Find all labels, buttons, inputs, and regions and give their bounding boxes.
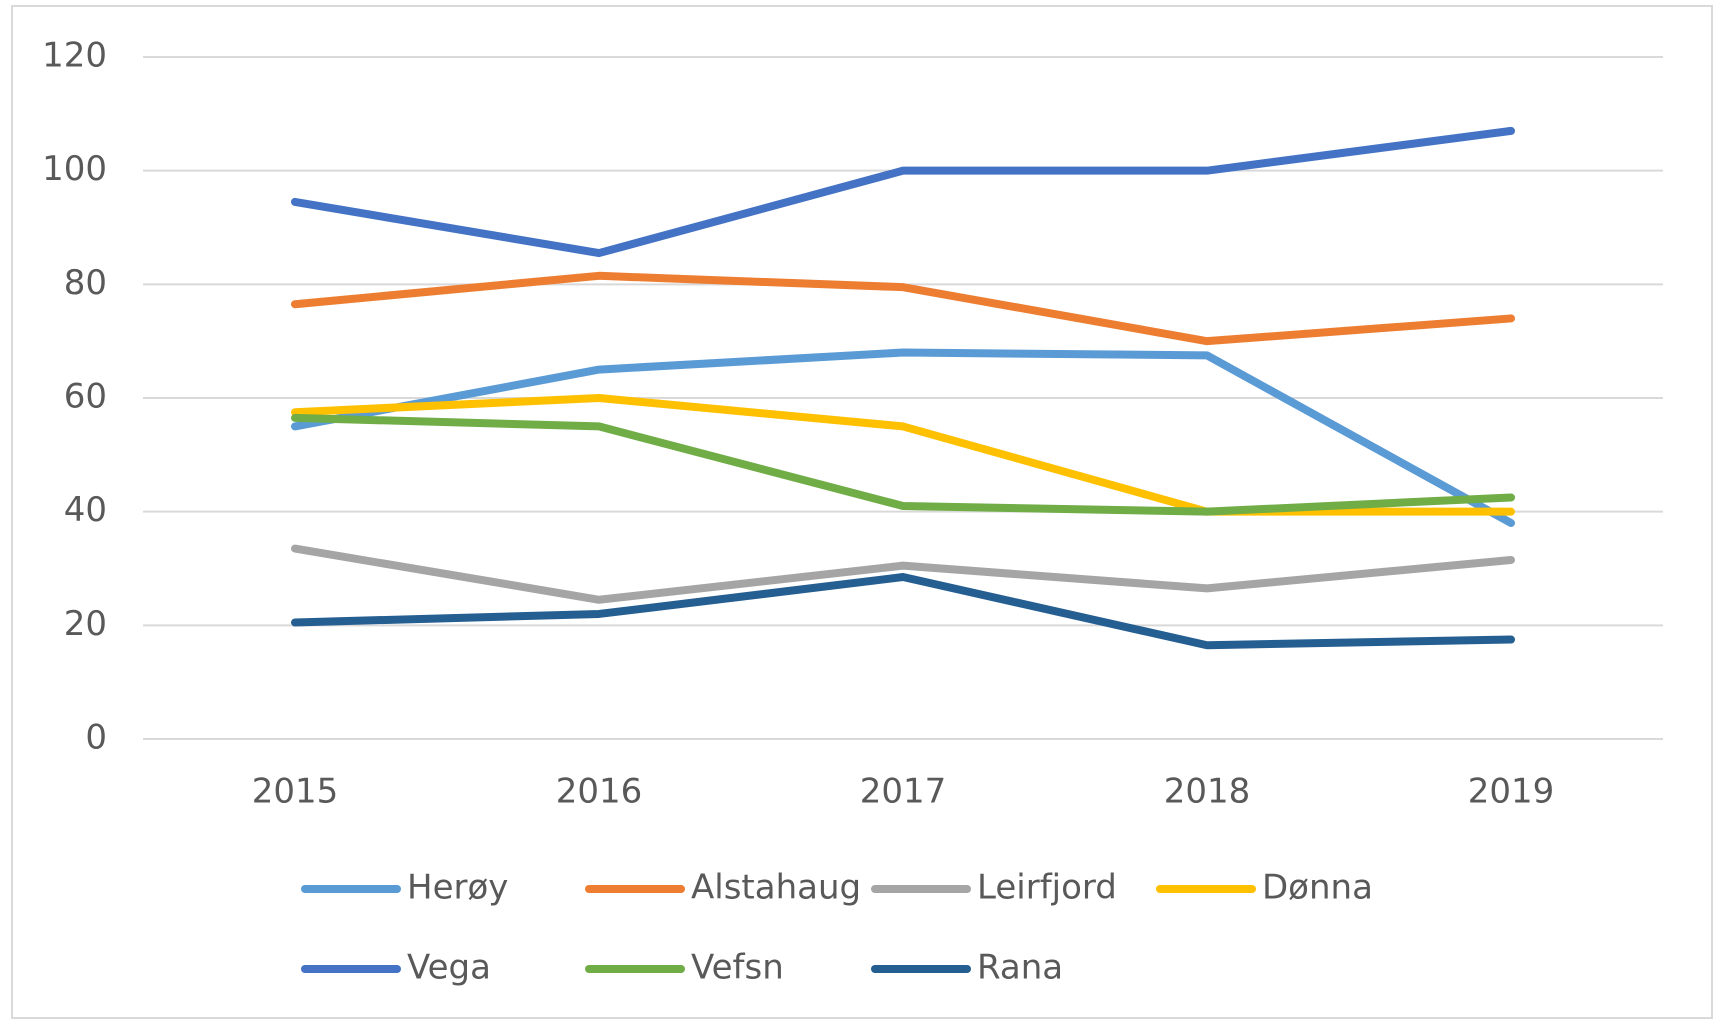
legend-label: Rana bbox=[977, 948, 1063, 988]
y-tick-label: 120 bbox=[42, 36, 107, 76]
legend-label: Dønna bbox=[1262, 868, 1373, 908]
x-tick-label: 2015 bbox=[252, 772, 339, 812]
series-line bbox=[291, 573, 1515, 650]
x-tick-label: 2019 bbox=[1468, 772, 1555, 812]
series-line bbox=[291, 413, 1515, 516]
y-tick-label: 40 bbox=[64, 490, 107, 530]
series-line bbox=[291, 126, 1515, 258]
series-line bbox=[291, 394, 1515, 516]
y-tick-label: 60 bbox=[64, 377, 107, 417]
x-tick-label: 2017 bbox=[860, 772, 947, 812]
legend-label: Herøy bbox=[407, 868, 508, 908]
y-tick-label: 80 bbox=[64, 263, 107, 303]
legend-label: Vefsn bbox=[691, 948, 784, 988]
series-line bbox=[291, 348, 1515, 528]
y-tick-label: 20 bbox=[64, 604, 107, 644]
series-line bbox=[291, 271, 1515, 346]
legend-label: Alstahaug bbox=[691, 868, 861, 908]
x-tick-label: 2016 bbox=[556, 772, 643, 812]
series-line bbox=[291, 544, 1515, 604]
x-tick-label: 2018 bbox=[1164, 772, 1251, 812]
legend-label: Leirfjord bbox=[977, 868, 1117, 908]
y-tick-label: 100 bbox=[42, 149, 107, 189]
legend-label: Vega bbox=[407, 948, 491, 988]
y-tick-label: 0 bbox=[85, 718, 107, 758]
